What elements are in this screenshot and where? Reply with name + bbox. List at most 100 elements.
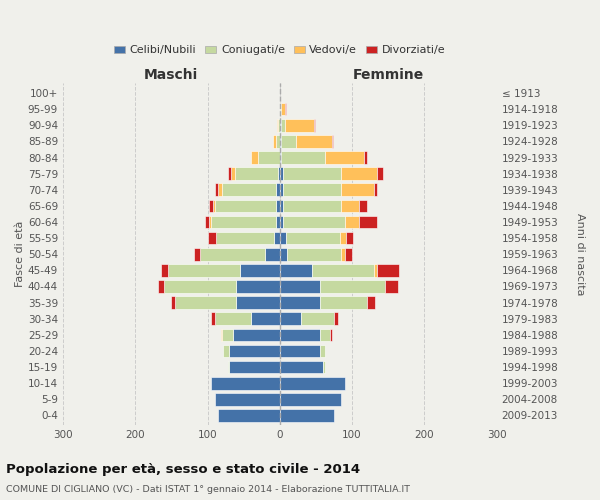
Bar [278,168,280,180]
Bar [341,200,359,212]
Bar [281,103,285,116]
Bar [272,135,276,147]
Bar [283,184,341,196]
Bar [280,232,286,244]
Bar [265,248,280,260]
Bar [325,151,364,164]
Bar [280,296,320,309]
Bar [377,168,383,180]
Bar [364,151,367,164]
Bar [385,280,398,293]
Bar [215,393,280,406]
Bar [341,184,374,196]
Bar [332,135,334,147]
Text: Popolazione per età, sesso e stato civile - 2014: Popolazione per età, sesso e stato civil… [6,462,360,475]
Bar [280,377,345,390]
Bar [314,119,315,132]
Bar [276,184,280,196]
Bar [200,248,265,260]
Bar [374,184,377,196]
Bar [280,200,283,212]
Bar [320,296,367,309]
Bar [283,216,345,228]
Bar [229,344,280,358]
Bar [301,312,334,325]
Bar [164,280,236,293]
Bar [205,216,209,228]
Bar [229,361,280,374]
Bar [320,344,325,358]
Bar [280,393,341,406]
Bar [345,216,359,228]
Bar [221,328,222,341]
Bar [280,344,320,358]
Bar [218,409,280,422]
Bar [341,168,377,180]
Bar [251,151,258,164]
Bar [276,200,280,212]
Bar [280,328,320,341]
Bar [280,151,281,164]
Bar [367,296,375,309]
Bar [346,232,353,244]
Bar [251,312,280,325]
Bar [340,232,346,244]
Bar [228,361,229,374]
Bar [212,200,215,212]
Bar [280,361,323,374]
Bar [209,216,211,228]
Bar [377,264,399,276]
Bar [168,264,240,276]
Bar [274,232,280,244]
Bar [281,135,296,147]
Bar [228,168,232,180]
Bar [158,280,164,293]
Bar [223,344,229,358]
Bar [280,168,283,180]
Bar [374,264,377,276]
Bar [280,103,281,116]
Bar [341,248,345,260]
Bar [161,264,168,276]
Bar [280,216,283,228]
Bar [222,328,233,341]
Text: COMUNE DI CIGLIANO (VC) - Dati ISTAT 1° gennaio 2014 - Elaborazione TUTTITALIA.I: COMUNE DI CIGLIANO (VC) - Dati ISTAT 1° … [6,486,410,494]
Bar [280,280,320,293]
Bar [323,361,325,374]
Bar [175,296,236,309]
Bar [280,135,281,147]
Bar [296,135,332,147]
Text: Femmine: Femmine [353,68,424,82]
Bar [233,328,280,341]
Bar [236,296,280,309]
Bar [345,248,352,260]
Bar [278,119,280,132]
Bar [215,184,218,196]
Bar [216,232,274,244]
Bar [222,184,276,196]
Bar [258,151,280,164]
Bar [285,119,314,132]
Bar [285,103,286,116]
Bar [276,135,280,147]
Bar [320,280,385,293]
Bar [236,280,280,293]
Bar [211,377,280,390]
Bar [211,216,276,228]
Bar [211,312,215,325]
Bar [280,264,313,276]
Bar [286,232,340,244]
Bar [359,200,367,212]
Bar [280,409,334,422]
Bar [172,296,175,309]
Bar [334,312,338,325]
Bar [280,119,281,132]
Bar [280,184,283,196]
Bar [276,216,280,228]
Bar [281,119,285,132]
Bar [281,151,325,164]
Bar [280,312,301,325]
Bar [215,200,276,212]
Bar [209,200,212,212]
Text: Maschi: Maschi [144,68,199,82]
